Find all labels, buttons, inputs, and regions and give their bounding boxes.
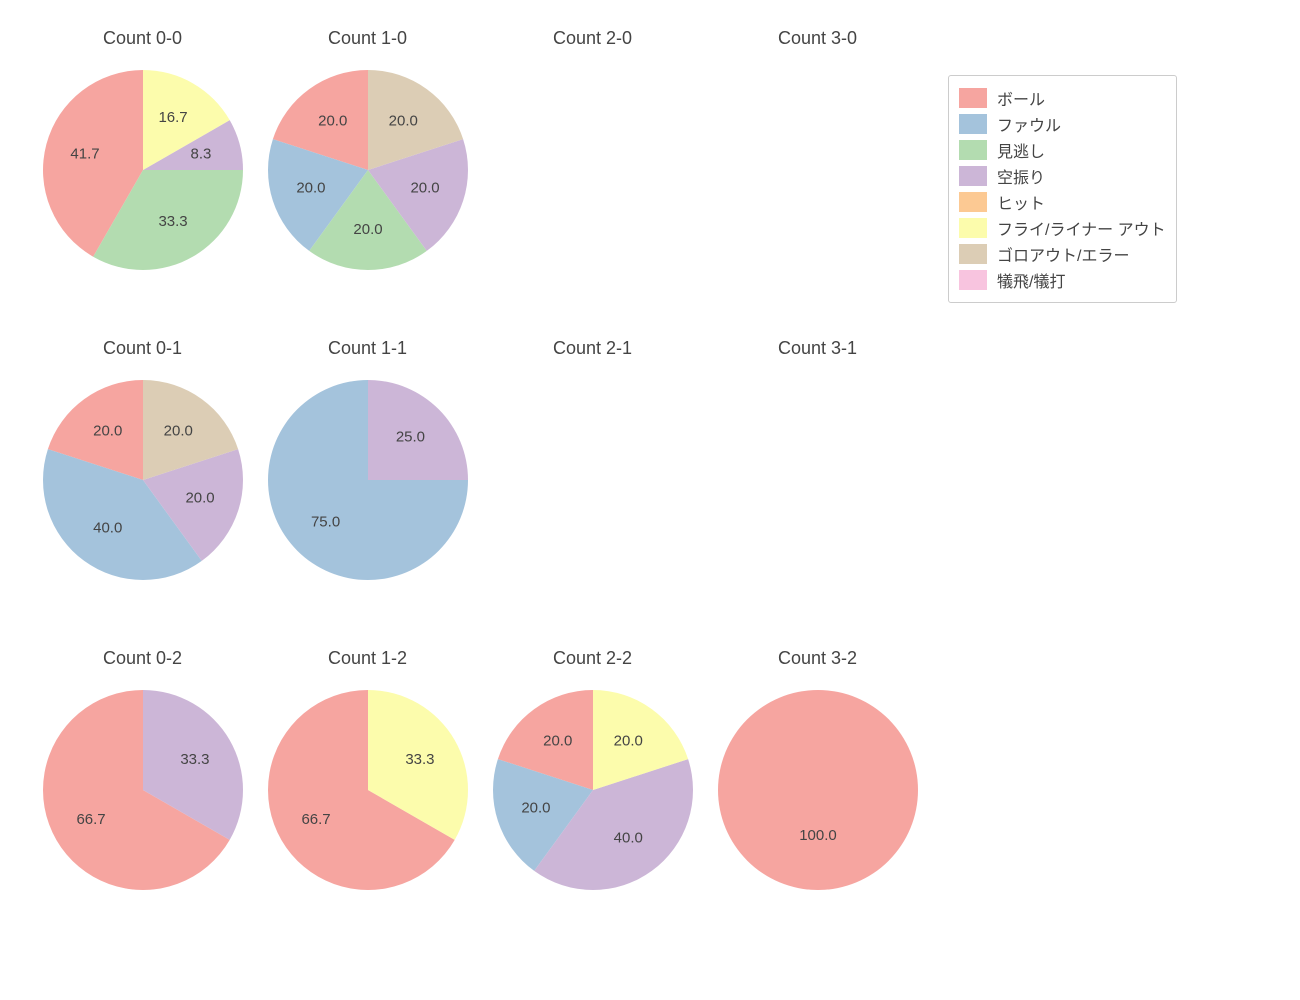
subplot: Count 0-2 66.7 33.3 <box>30 630 255 940</box>
legend-label: ヒット <box>997 190 1045 214</box>
legend-swatch <box>959 114 987 134</box>
legend-item: 犠飛/犠打 <box>959 268 1166 292</box>
subplot: Count 3-2 100.0 <box>705 630 930 940</box>
pie-slice-label: 8.3 <box>190 146 211 163</box>
pie-slice-label: 20.0 <box>543 732 572 749</box>
legend-swatch <box>959 218 987 238</box>
subplot: Count 0-0 41.7 33.3 8.3 16.7 <box>30 10 255 320</box>
subplot-title: Count 2-2 <box>480 648 705 669</box>
pie-holder <box>493 380 693 580</box>
legend-swatch <box>959 270 987 290</box>
subplot: Count 2-0 <box>480 10 705 320</box>
pie-slice-label: 40.0 <box>613 830 642 847</box>
pie-slice-label: 25.0 <box>395 429 424 446</box>
legend-item: フライ/ライナー アウト <box>959 216 1166 240</box>
subplot-title: Count 1-1 <box>255 338 480 359</box>
pie-slice-label: 20.0 <box>163 422 192 439</box>
pie-slice-label: 41.7 <box>70 146 99 163</box>
subplot-title: Count 2-1 <box>480 338 705 359</box>
subplot: Count 3-0 <box>705 10 930 320</box>
pie-chart <box>493 380 693 580</box>
pie-holder: 20.0 20.0 40.0 20.0 <box>493 690 693 890</box>
pie-slice-label: 20.0 <box>410 180 439 197</box>
legend-item: 空振り <box>959 164 1166 188</box>
pie-chart: 66.7 33.3 <box>268 690 468 890</box>
pie-slice-label: 40.0 <box>93 520 122 537</box>
pie-holder <box>493 70 693 270</box>
legend-swatch <box>959 244 987 264</box>
pie-chart: 75.0 25.0 <box>268 380 468 580</box>
legend-item: ヒット <box>959 190 1166 214</box>
subplot: Count 1-1 75.0 25.0 <box>255 320 480 630</box>
pie-slice-label: 20.0 <box>388 112 417 129</box>
pie-chart <box>718 380 918 580</box>
legend-swatch <box>959 88 987 108</box>
legend-label: ゴロアウト/エラー <box>997 242 1129 266</box>
legend-item: 見逃し <box>959 138 1166 162</box>
pie-holder: 20.0 20.0 20.0 20.0 20.0 <box>268 70 468 270</box>
pie-slice-label: 20.0 <box>353 221 382 238</box>
legend: ボールファウル見逃し空振りヒットフライ/ライナー アウトゴロアウト/エラー犠飛/… <box>948 75 1177 303</box>
pie-chart: 20.0 20.0 40.0 20.0 <box>493 690 693 890</box>
subplot-title: Count 0-2 <box>30 648 255 669</box>
pie-chart: 100.0 <box>718 690 918 890</box>
pie-holder <box>718 380 918 580</box>
pie-holder: 100.0 <box>718 690 918 890</box>
pie-slice-label: 100.0 <box>799 827 837 844</box>
legend-item: ボール <box>959 86 1166 110</box>
subplot-title: Count 3-2 <box>705 648 930 669</box>
pie-slice-label: 66.7 <box>301 811 330 828</box>
pie-slice-label: 20.0 <box>185 490 214 507</box>
pie-slice <box>718 690 918 890</box>
pie-chart: 66.7 33.3 <box>43 690 243 890</box>
pie-chart: 20.0 40.0 20.0 20.0 <box>43 380 243 580</box>
pie-chart: 41.7 33.3 8.3 16.7 <box>43 70 243 270</box>
legend-label: ファウル <box>997 112 1061 136</box>
pie-holder: 75.0 25.0 <box>268 380 468 580</box>
subplot-title: Count 2-0 <box>480 28 705 49</box>
pie-chart <box>493 70 693 270</box>
legend-item: ファウル <box>959 112 1166 136</box>
subplot: Count 1-2 66.7 33.3 <box>255 630 480 940</box>
subplot: Count 2-1 <box>480 320 705 630</box>
pie-slice-label: 33.3 <box>405 751 434 768</box>
legend-label: フライ/ライナー アウト <box>997 216 1166 240</box>
pie-holder: 41.7 33.3 8.3 16.7 <box>43 70 243 270</box>
pie-holder: 20.0 40.0 20.0 20.0 <box>43 380 243 580</box>
pie-slice-label: 20.0 <box>296 180 325 197</box>
pie-slice-label: 33.3 <box>180 751 209 768</box>
pie-slice-label: 20.0 <box>318 112 347 129</box>
subplot: Count 1-0 20.0 20.0 20.0 20.0 20.0 <box>255 10 480 320</box>
legend-swatch <box>959 140 987 160</box>
pie-holder: 66.7 33.3 <box>268 690 468 890</box>
subplot: Count 0-1 20.0 40.0 20.0 20.0 <box>30 320 255 630</box>
pie-grid-figure: Count 0-041.733.38.316.7Count 1-020.020.… <box>0 0 1300 1000</box>
legend-item: ゴロアウト/エラー <box>959 242 1166 266</box>
subplot-title: Count 0-0 <box>30 28 255 49</box>
pie-holder: 66.7 33.3 <box>43 690 243 890</box>
pie-slice-label: 66.7 <box>76 811 105 828</box>
legend-swatch <box>959 166 987 186</box>
pie-slice-label: 20.0 <box>93 422 122 439</box>
legend-label: ボール <box>997 86 1045 110</box>
pie-slice-label: 16.7 <box>158 109 187 126</box>
subplot-title: Count 1-2 <box>255 648 480 669</box>
subplot: Count 3-1 <box>705 320 930 630</box>
legend-label: 空振り <box>997 164 1045 188</box>
legend-label: 見逃し <box>997 138 1045 162</box>
subplot-title: Count 1-0 <box>255 28 480 49</box>
legend-label: 犠飛/犠打 <box>997 268 1065 292</box>
subplot: Count 2-2 20.0 20.0 40.0 20.0 <box>480 630 705 940</box>
pie-slice-label: 75.0 <box>310 513 339 530</box>
pie-slice-label: 20.0 <box>521 800 550 817</box>
subplot-title: Count 0-1 <box>30 338 255 359</box>
pie-slice-label: 33.3 <box>158 213 187 230</box>
pie-chart: 20.0 20.0 20.0 20.0 20.0 <box>268 70 468 270</box>
subplot-title: Count 3-0 <box>705 28 930 49</box>
pie-chart <box>718 70 918 270</box>
pie-slice-label: 20.0 <box>613 732 642 749</box>
subplot-title: Count 3-1 <box>705 338 930 359</box>
pie-holder <box>718 70 918 270</box>
legend-swatch <box>959 192 987 212</box>
